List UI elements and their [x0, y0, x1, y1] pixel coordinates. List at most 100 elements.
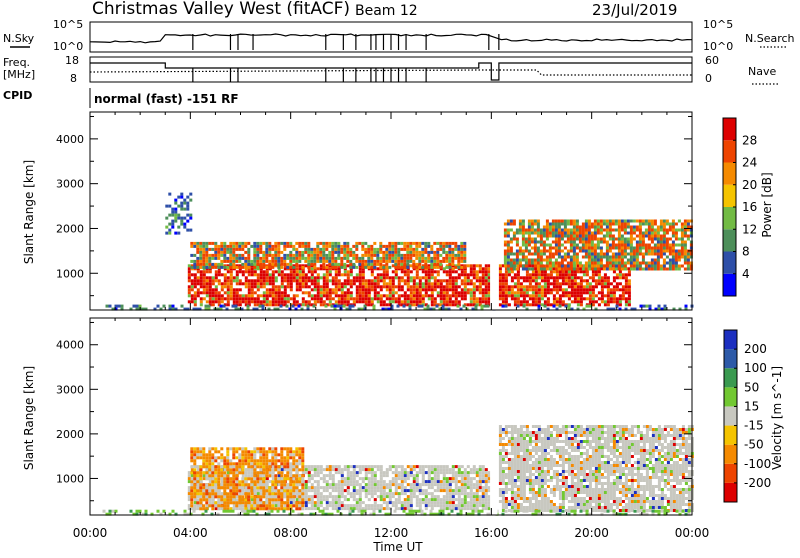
data-cell: [359, 498, 362, 501]
data-cell: [277, 263, 280, 266]
data-cell: [645, 250, 648, 253]
data-cell: [511, 452, 514, 455]
data-cell: [627, 232, 630, 235]
data-cell: [538, 273, 541, 276]
data-cell: [325, 257, 328, 260]
data-cell: [630, 235, 633, 238]
data-cell: [183, 226, 186, 229]
data-cell: [550, 288, 553, 291]
data-cell: [505, 452, 508, 455]
data-cell: [446, 489, 449, 492]
data-cell: [576, 238, 579, 241]
data-cell: [416, 480, 419, 483]
data-cell: [274, 257, 277, 260]
data-cell: [188, 474, 191, 477]
data-cell: [347, 489, 350, 492]
data-cell: [238, 260, 241, 263]
data-cell: [334, 245, 337, 248]
data-cell: [377, 507, 380, 510]
data-cell: [615, 262, 618, 265]
data-cell: [253, 266, 256, 269]
data-cell: [446, 504, 449, 507]
data-cell: [499, 303, 502, 306]
data-cell: [464, 285, 467, 288]
data-cell: [265, 242, 268, 245]
data-cell: [485, 477, 488, 480]
data-cell: [446, 468, 449, 471]
data-cell: [514, 300, 517, 303]
data-cell: [561, 250, 564, 253]
data-cell: [356, 276, 359, 279]
data-cell: [588, 268, 591, 271]
data-cell: [499, 476, 502, 479]
data-cell: [389, 495, 392, 498]
data-cell: [377, 279, 380, 282]
data-cell: [573, 262, 576, 265]
data-cell: [591, 238, 594, 241]
data-cell: [636, 235, 639, 238]
data-cell: [326, 297, 329, 300]
data-cell: [317, 468, 320, 471]
data-cell: [407, 474, 410, 477]
data-cell: [538, 300, 541, 303]
data-cell: [589, 288, 592, 291]
data-cell: [171, 214, 174, 217]
data-cell: [284, 291, 287, 294]
data-cell: [436, 257, 439, 260]
data-cell: [455, 300, 458, 303]
data-cell: [609, 232, 612, 235]
data-cell: [633, 229, 636, 232]
data-cell: [371, 480, 374, 483]
data-cell: [266, 279, 269, 282]
data-cell: [630, 229, 633, 232]
data-cell: [461, 282, 464, 285]
data-cell: [609, 247, 612, 250]
data-cell: [573, 265, 576, 268]
data-cell: [419, 276, 422, 279]
data-cell: [436, 305, 439, 308]
data-cell: [415, 245, 418, 248]
data-cell: [165, 217, 168, 220]
data-cell: [275, 294, 278, 297]
data-cell: [373, 248, 376, 251]
data-cell: [419, 492, 422, 495]
data-cell: [376, 263, 379, 266]
data-cell: [529, 476, 532, 479]
data-cell: [413, 300, 416, 303]
data-cell: [452, 507, 455, 510]
data-cell: [400, 242, 403, 245]
data-cell: [604, 279, 607, 282]
data-cell: [525, 262, 528, 265]
data-cell: [391, 257, 394, 260]
data-cell: [485, 468, 488, 471]
data-cell: [223, 260, 226, 263]
data-cell: [594, 259, 597, 262]
data-cell: [588, 235, 591, 238]
data-cell: [519, 265, 522, 268]
data-cell: [517, 282, 520, 285]
data-cell: [346, 260, 349, 263]
power-cbar-tick: 24: [742, 156, 757, 170]
data-cell: [386, 276, 389, 279]
data-cell: [585, 220, 588, 223]
data-cell: [610, 291, 613, 294]
data-cell: [479, 282, 482, 285]
data-cell: [401, 279, 404, 282]
data-cell: [302, 276, 305, 279]
data-cell: [604, 276, 607, 279]
data-cell: [326, 273, 329, 276]
data-cell: [443, 291, 446, 294]
data-cell: [235, 266, 238, 269]
data-cell: [323, 477, 326, 480]
data-cell: [395, 300, 398, 303]
data-cell: [485, 495, 488, 498]
data-cell: [684, 247, 687, 250]
data-cell: [194, 282, 197, 285]
data-cell: [577, 294, 580, 297]
data-cell: [502, 461, 505, 464]
data-cell: [443, 279, 446, 282]
data-cell: [543, 259, 546, 262]
data-cell: [531, 259, 534, 262]
data-cell: [523, 285, 526, 288]
